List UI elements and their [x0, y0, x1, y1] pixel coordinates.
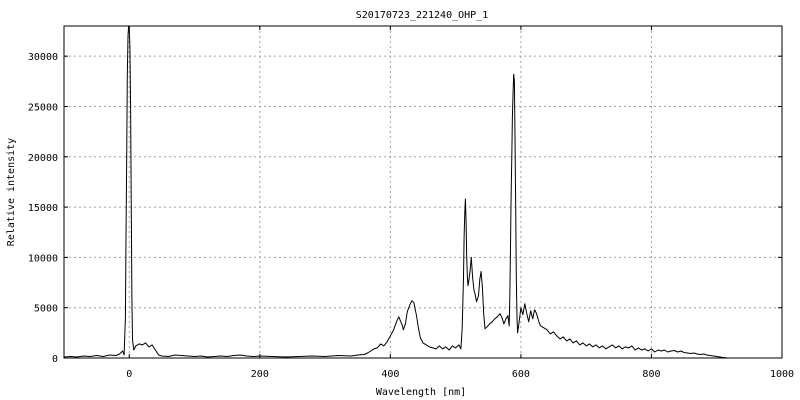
y-tick-label: 25000 [28, 102, 58, 113]
grid [64, 26, 782, 358]
x-tick-label: 1000 [770, 369, 794, 380]
y-tick-label: 5000 [34, 304, 58, 315]
x-tick-label: 400 [381, 369, 399, 380]
y-tick-label: 30000 [28, 52, 58, 63]
chart-title: S20170723_221240_OHP_1 [356, 10, 488, 21]
x-tick-label: 600 [512, 369, 530, 380]
x-tick-label: 0 [126, 369, 132, 380]
y-tick-label: 15000 [28, 203, 58, 214]
axis-ticks: 0 200 400 600 800 100005000100001500020000250… [28, 26, 794, 380]
x-tick-label: 800 [642, 369, 660, 380]
plot-frame [63, 25, 783, 359]
y-tick-label: 10000 [28, 253, 58, 264]
y-tick-label: 20000 [28, 153, 58, 164]
y-axis-label: Relative intensity [6, 138, 17, 246]
x-axis-label: Wavelength [nm] [376, 387, 466, 398]
spectrum-series-line [63, 25, 727, 359]
plot-area [63, 25, 727, 359]
x-tick-label: 200 [251, 369, 269, 380]
y-tick-label: 0 [52, 354, 58, 365]
